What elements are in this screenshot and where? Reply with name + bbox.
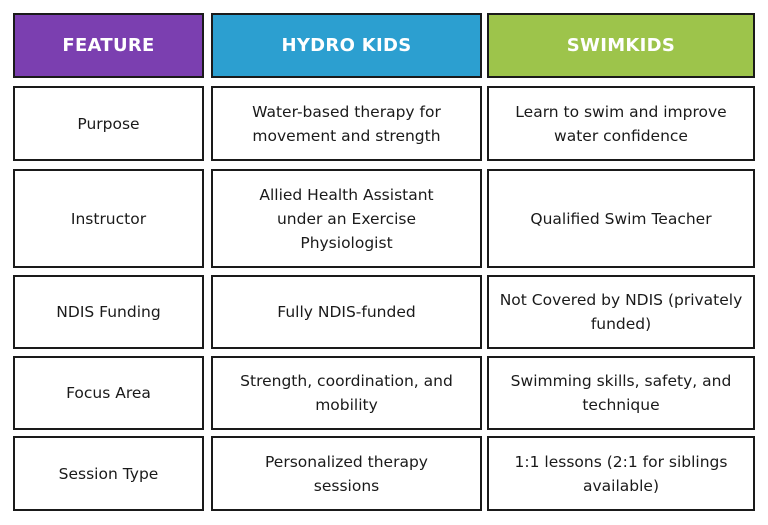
table-cell: Qualified Swim Teacher bbox=[487, 169, 755, 268]
header-cell: SWIMKIDS bbox=[487, 13, 755, 78]
table-cell: Personalized therapy sessions bbox=[211, 436, 482, 511]
table-cell: Water-based therapy for movement and str… bbox=[211, 86, 482, 161]
table-cell: Swimming skills, safety, and technique bbox=[487, 356, 755, 430]
table-cell: Fully NDIS-funded bbox=[211, 275, 482, 349]
table-cell: Session Type bbox=[13, 436, 204, 511]
header-cell: FEATURE bbox=[13, 13, 204, 78]
table-cell: Instructor bbox=[13, 169, 204, 268]
table-cell: Not Covered by NDIS (privately funded) bbox=[487, 275, 755, 349]
table-cell: Focus Area bbox=[13, 356, 204, 430]
table-cell: NDIS Funding bbox=[13, 275, 204, 349]
table-cell: Strength, coordination, and mobility bbox=[211, 356, 482, 430]
table-cell: Learn to swim and improve water confiden… bbox=[487, 86, 755, 161]
header-cell: HYDRO KIDS bbox=[211, 13, 482, 78]
table-cell: 1:1 lessons (2:1 for siblings available) bbox=[487, 436, 755, 511]
table-cell: Purpose bbox=[13, 86, 204, 161]
table-cell: Allied Health Assistant under an Exercis… bbox=[211, 169, 482, 268]
